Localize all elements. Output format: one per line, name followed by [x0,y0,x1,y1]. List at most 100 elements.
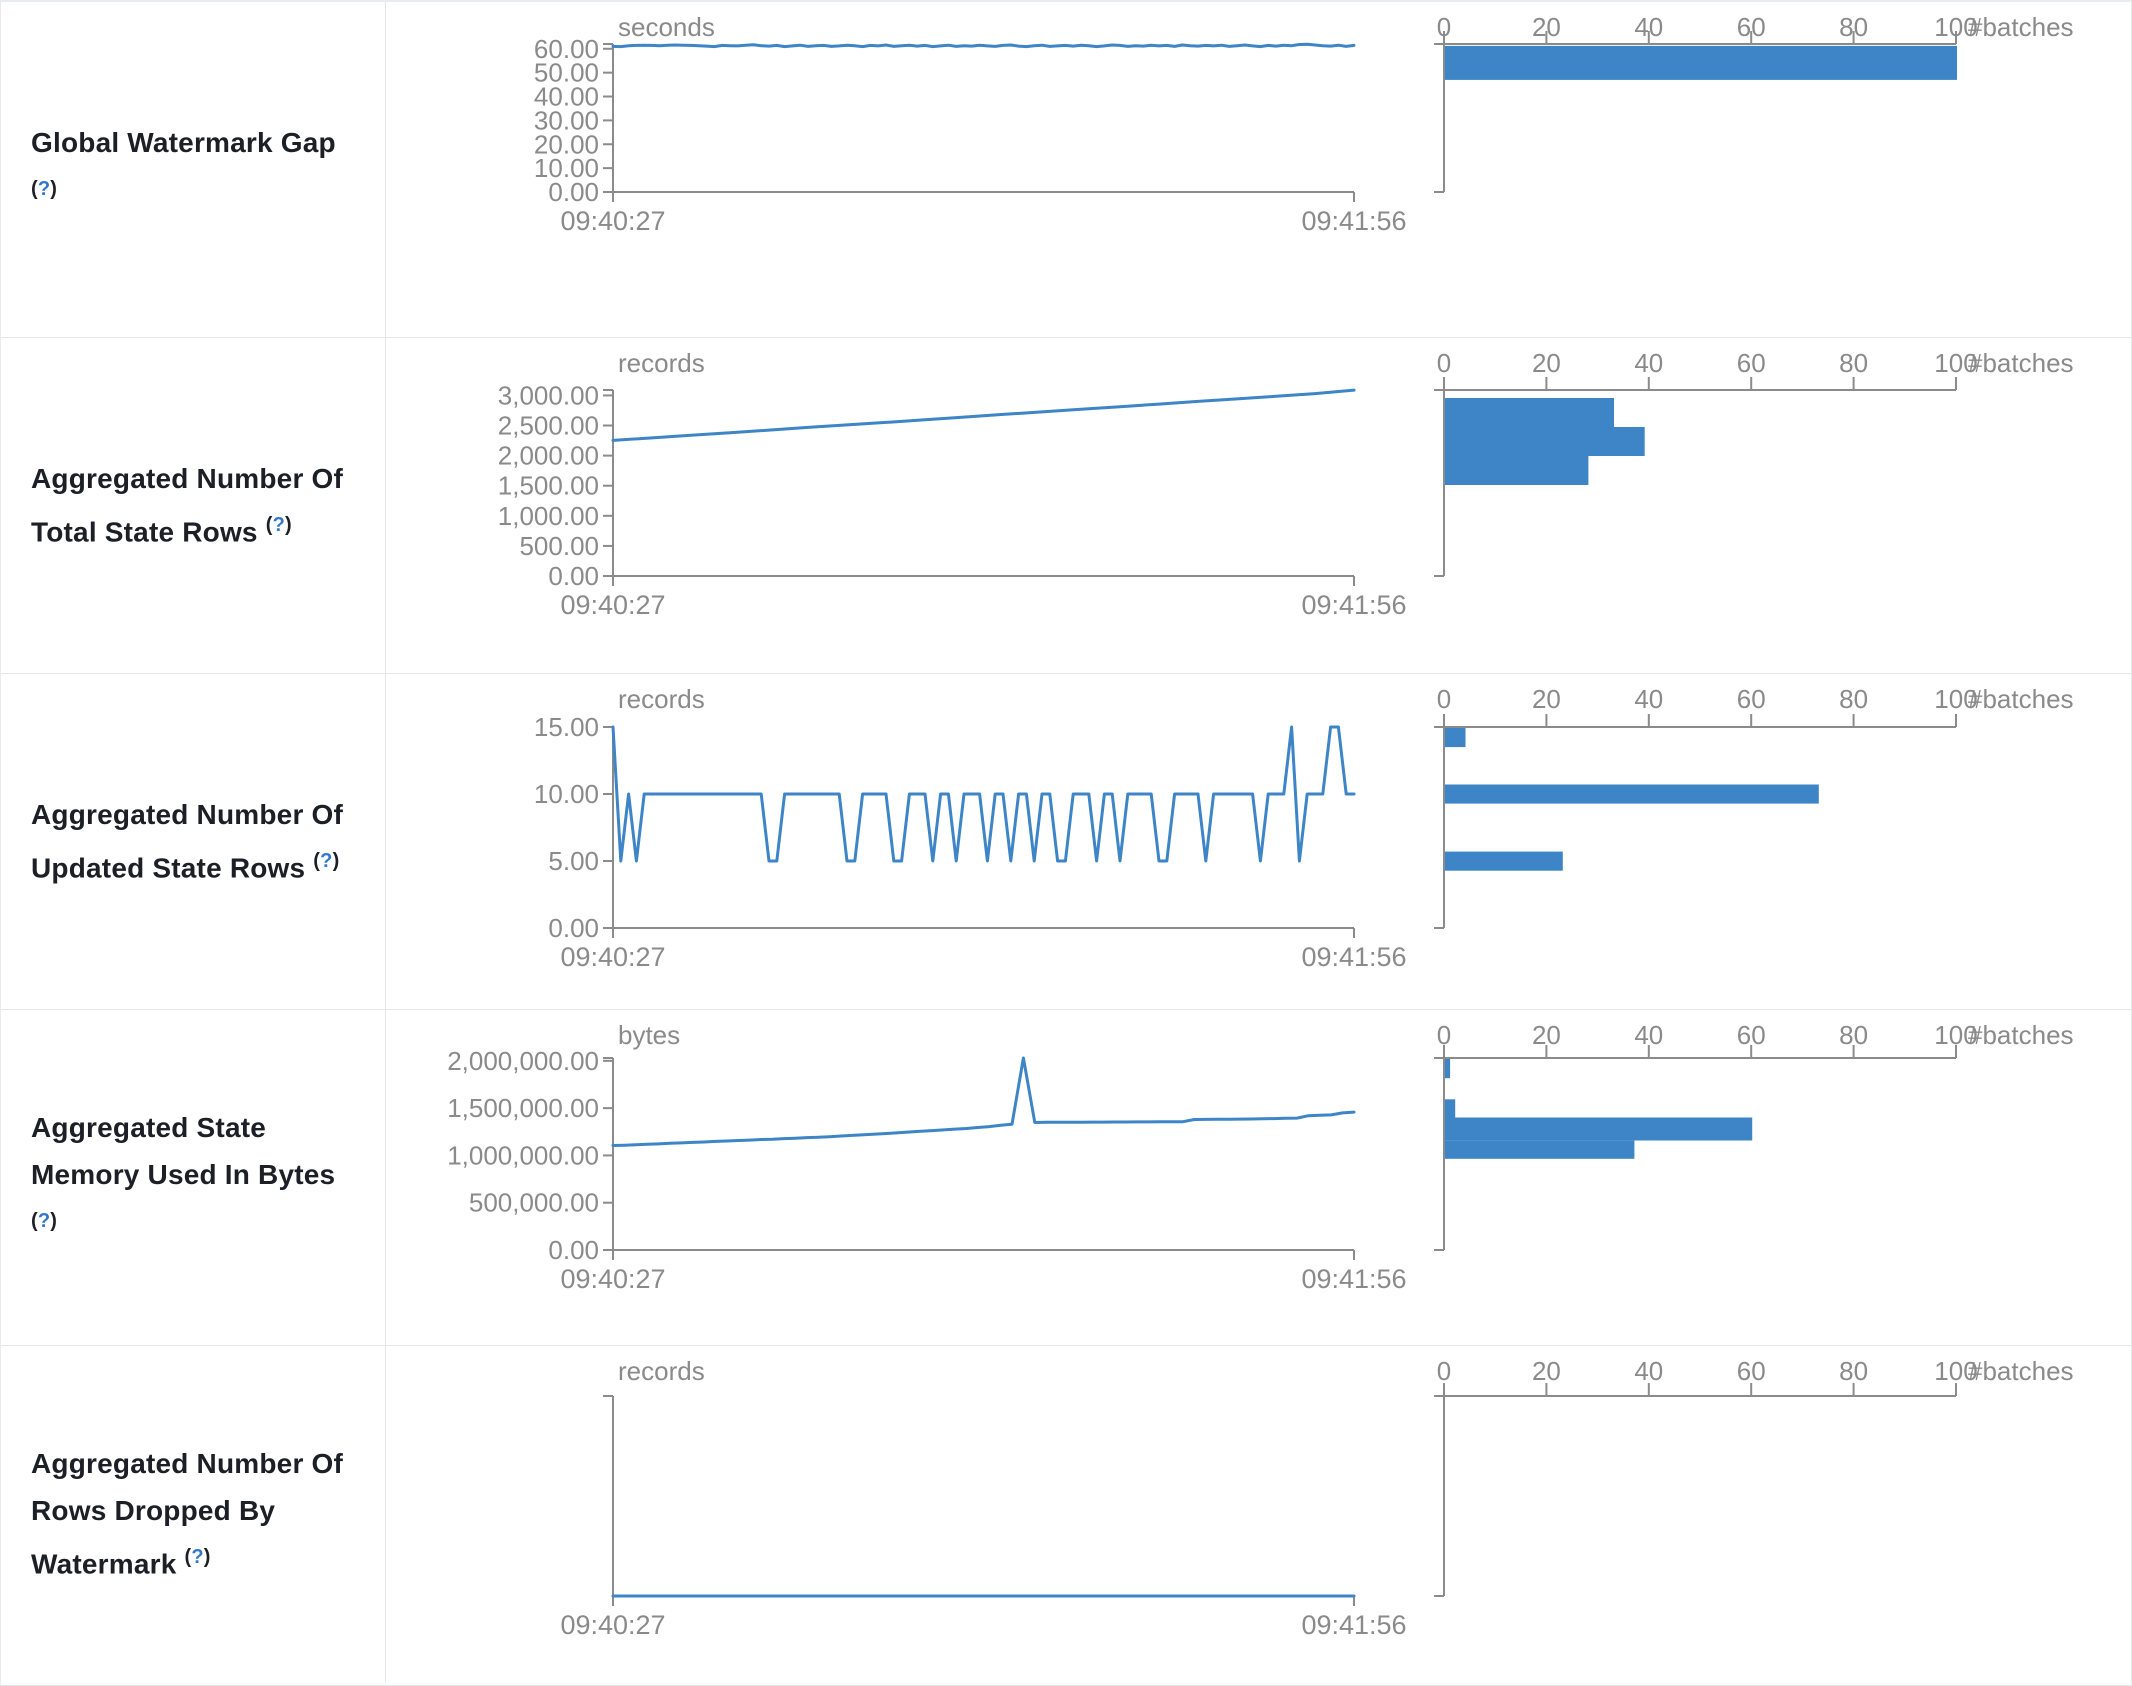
histogram-x-tick-label: 0 [1437,348,1451,378]
histogram-axis-unit-label: #batches [1968,1356,2074,1386]
histogram-bar [1445,1059,1451,1079]
histogram-x-tick-label: 100 [1934,348,1977,378]
timeline-x-start-label: 09:40:27 [560,942,665,972]
timeline-series-line [611,388,1356,442]
help-question-icon[interactable]: ? [320,850,333,873]
help-link[interactable]: (?) [266,514,292,536]
help-link[interactable]: (?) [184,1546,210,1568]
metric-row: Aggregated Number Of Rows Dropped By Wat… [1,1346,2131,1682]
histogram-x-tick-label: 40 [1634,684,1663,714]
timeline-y-tick-label: 1,500.00 [498,471,599,501]
histogram-bar [1445,784,1819,804]
timeline-y-tick-label: 20.00 [534,129,599,159]
metric-title: Aggregated State Memory Used In Bytes (?… [31,1104,347,1251]
help-link[interactable]: (?) [31,178,57,200]
help-paren-close: ) [50,1209,58,1232]
histogram-cell: 0 20 40 60 80 100 #batches [1411,1010,2131,1345]
metric-title: Global Watermark Gap (?) [31,119,347,219]
timeline-cell: seconds 60.00 50.00 40.00 30.00 20.00 10.00 0.0… [386,2,1411,337]
metric-title: Aggregated Number Of Rows Dropped By Wat… [31,1440,347,1587]
help-link[interactable]: (?) [31,1210,57,1232]
help-paren-open: ( [31,1209,38,1232]
metric-title-text: Aggregated State Memory Used In Bytes [31,1111,336,1190]
histogram-bar [1445,1117,1753,1141]
histogram-bar [1445,728,1466,748]
histogram-bar [1445,456,1589,485]
histogram-x-tick-label: 0 [1437,684,1451,714]
histogram-bar [1445,851,1563,871]
timeline-y-tick-label: 0.00 [548,913,599,943]
timeline-y-tick-label: 10.00 [534,779,599,809]
histogram-chart: 0 20 40 60 80 100#batches [1434,1020,2074,1251]
histogram-x-tick-label: 0 [1437,12,1451,42]
metric-title-text: Aggregated Number Of Rows Dropped By Wat… [31,1448,344,1580]
help-paren-close: ) [50,178,58,201]
histogram-axis-unit-label: #batches [1968,1020,2074,1050]
histogram-chart: 0 20 40 60 80 100#batches [1434,684,2074,929]
timeline-y-tick-label: 10.00 [534,153,599,183]
help-paren-open: ( [265,514,273,537]
histogram-chart: 0 20 40 60 80 100#batches [1434,1356,2074,1597]
timeline-y-tick-label: 40.00 [534,82,599,112]
help-question-icon[interactable]: ? [272,514,285,537]
histogram-bar [1445,1099,1456,1118]
timeline-y-tick-label: 0.00 [548,561,599,591]
timeline-series-line [611,42,1356,49]
histogram-cell: 0 20 40 60 80 100 #batches [1411,338,2131,673]
timeline-series-line [611,725,1356,863]
timeline-y-tick-label: 500.00 [519,531,599,561]
histogram-x-tick-label: 0 [1437,1356,1451,1386]
timeline-y-tick-label: 2,000.00 [498,441,599,471]
timeline-unit-label: seconds [618,12,715,42]
help-paren-open: ( [31,178,38,201]
timeline-x-start-label: 09:40:27 [560,1264,665,1294]
timeline-x-end-label: 09:41:56 [1301,942,1406,972]
timeline-y-tick-label: 2,000,000.00 [447,1046,599,1076]
timeline-y-tick-label: 50.00 [534,58,599,88]
histogram-x-tick-label: 60 [1737,348,1766,378]
timeline-x-end-label: 09:41:56 [1301,206,1406,236]
metric-title-text: Global Watermark Gap [31,127,336,159]
metric-label-cell: Aggregated State Memory Used In Bytes (?… [1,1010,386,1345]
histogram-cell: 0 20 40 60 80 100 #batches [1411,2,2131,337]
histogram-x-tick-label: 40 [1634,1356,1663,1386]
timeline-unit-label: bytes [618,1020,680,1050]
timeline-y-tick-label: 15.00 [534,712,599,742]
metric-title: Aggregated Number Of Updated State Rows … [31,791,347,891]
timeline-series-line [611,1056,1356,1147]
help-question-icon[interactable]: ? [37,1209,51,1232]
help-paren-close: ) [203,1546,211,1569]
help-paren-close: ) [332,850,340,873]
help-paren-open: ( [184,1546,192,1569]
histogram-axis-unit-label: #batches [1968,684,2074,714]
timeline-chart: records 09:40:27 09:41:56 [560,1356,1406,1640]
timeline-chart: seconds 60.0050.0040.0030.0020.0010.000.0… [534,12,1407,236]
timeline-unit-label: records [618,348,705,378]
metric-row: Global Watermark Gap (?) seconds 60.00 50.… [1,2,2131,338]
metric-title: Aggregated Number Of Total State Rows (?… [31,455,347,555]
histogram-x-tick-label: 60 [1737,1356,1766,1386]
help-link[interactable]: (?) [313,850,339,872]
histogram-x-tick-label: 80 [1839,348,1868,378]
timeline-x-start-label: 09:40:27 [560,206,665,236]
timeline-x-start-label: 09:40:27 [560,590,665,620]
timeline-y-tick-label: 1,000.00 [498,501,599,531]
help-paren-close: ) [284,514,292,537]
timeline-y-tick-label: 1,500,000.00 [447,1093,599,1123]
histogram-x-tick-label: 0 [1437,1020,1451,1050]
timeline-cell: records 09:40:27 09:41:56 [386,1346,1411,1682]
help-question-icon[interactable]: ? [37,178,51,201]
timeline-y-tick-label: 30.00 [534,105,599,135]
timeline-cell: bytes 2,000,000.00 1,500,000.00 1,000,000.0… [386,1010,1411,1345]
metric-label-cell: Aggregated Number Of Updated State Rows … [1,674,386,1009]
histogram-x-tick-label: 100 [1934,1356,1977,1386]
metric-label-cell: Global Watermark Gap (?) [1,2,386,337]
histogram-axis-unit-label: #batches [1968,12,2074,42]
timeline-cell: records 15.00 10.00 5.00 0.00 09:40:27 09:41:5… [386,674,1411,1009]
timeline-y-tick-label: 0.00 [548,1235,599,1265]
metric-row: Aggregated Number Of Total State Rows (?… [1,338,2131,674]
help-question-icon[interactable]: ? [191,1546,204,1569]
histogram-x-tick-label: 100 [1934,684,1977,714]
histogram-chart: 0 20 40 60 80 100#batches [1434,12,2074,193]
timeline-x-end-label: 09:41:56 [1301,1264,1406,1294]
